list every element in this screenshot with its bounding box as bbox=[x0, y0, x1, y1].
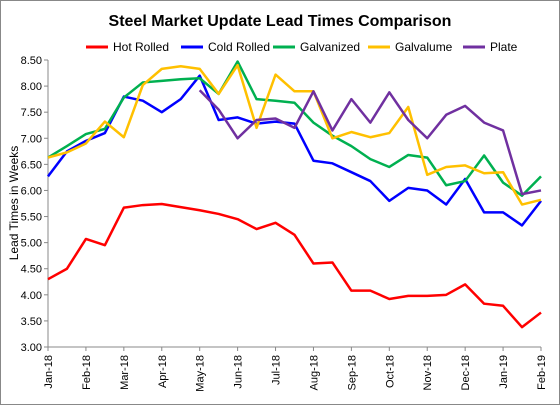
series-line bbox=[47, 63, 542, 206]
x-tick-label: May-18 bbox=[195, 355, 207, 392]
x-tick-label: Jan-19 bbox=[498, 355, 510, 389]
y-tick-label: 3.00 bbox=[21, 342, 42, 354]
x-tick-label: Mar-18 bbox=[119, 355, 131, 390]
x-tick-label: Nov-18 bbox=[422, 355, 434, 390]
x-tick-label: Feb-19 bbox=[536, 355, 548, 390]
legend-label: Plate bbox=[490, 40, 518, 54]
y-tick-label: 8.00 bbox=[21, 81, 42, 93]
x-tick-label: Dec-18 bbox=[460, 355, 472, 390]
legend-label: Cold Rolled bbox=[208, 40, 270, 54]
y-tick-label: 5.50 bbox=[21, 212, 42, 224]
y-tick-label: 6.50 bbox=[21, 159, 42, 171]
chart-title: Steel Market Update Lead Times Compariso… bbox=[109, 13, 452, 30]
y-tick-label: 7.00 bbox=[21, 133, 42, 145]
y-tick-label: 7.50 bbox=[21, 107, 42, 119]
legend-label: Hot Rolled bbox=[113, 40, 169, 54]
x-tick-label: Apr-18 bbox=[157, 355, 169, 388]
legend-label: Galvalume bbox=[395, 40, 453, 54]
x-tick-label: Oct-18 bbox=[384, 355, 396, 388]
legend-label: Galvanized bbox=[300, 40, 360, 54]
y-tick-label: 4.00 bbox=[21, 290, 42, 302]
series-line bbox=[47, 74, 542, 227]
y-tick-label: 6.00 bbox=[21, 185, 42, 197]
series-line bbox=[47, 202, 542, 329]
series-line bbox=[198, 89, 542, 196]
x-tick-label: Jul-18 bbox=[271, 355, 283, 385]
x-tick-label: Jun-18 bbox=[233, 355, 245, 389]
y-tick-label: 4.50 bbox=[21, 264, 42, 276]
y-tick-label: 3.50 bbox=[21, 316, 42, 328]
x-tick-label: Feb-18 bbox=[81, 355, 93, 390]
series-line bbox=[47, 60, 542, 197]
y-tick-label: 5.00 bbox=[21, 238, 42, 250]
y-tick-label: 8.50 bbox=[21, 55, 42, 67]
y-axis-label: Lead Times in Weeks bbox=[7, 146, 21, 261]
x-tick-label: Sep-18 bbox=[346, 355, 358, 390]
x-tick-label: Aug-18 bbox=[308, 355, 320, 390]
x-tick-label: Jan-18 bbox=[43, 355, 55, 389]
